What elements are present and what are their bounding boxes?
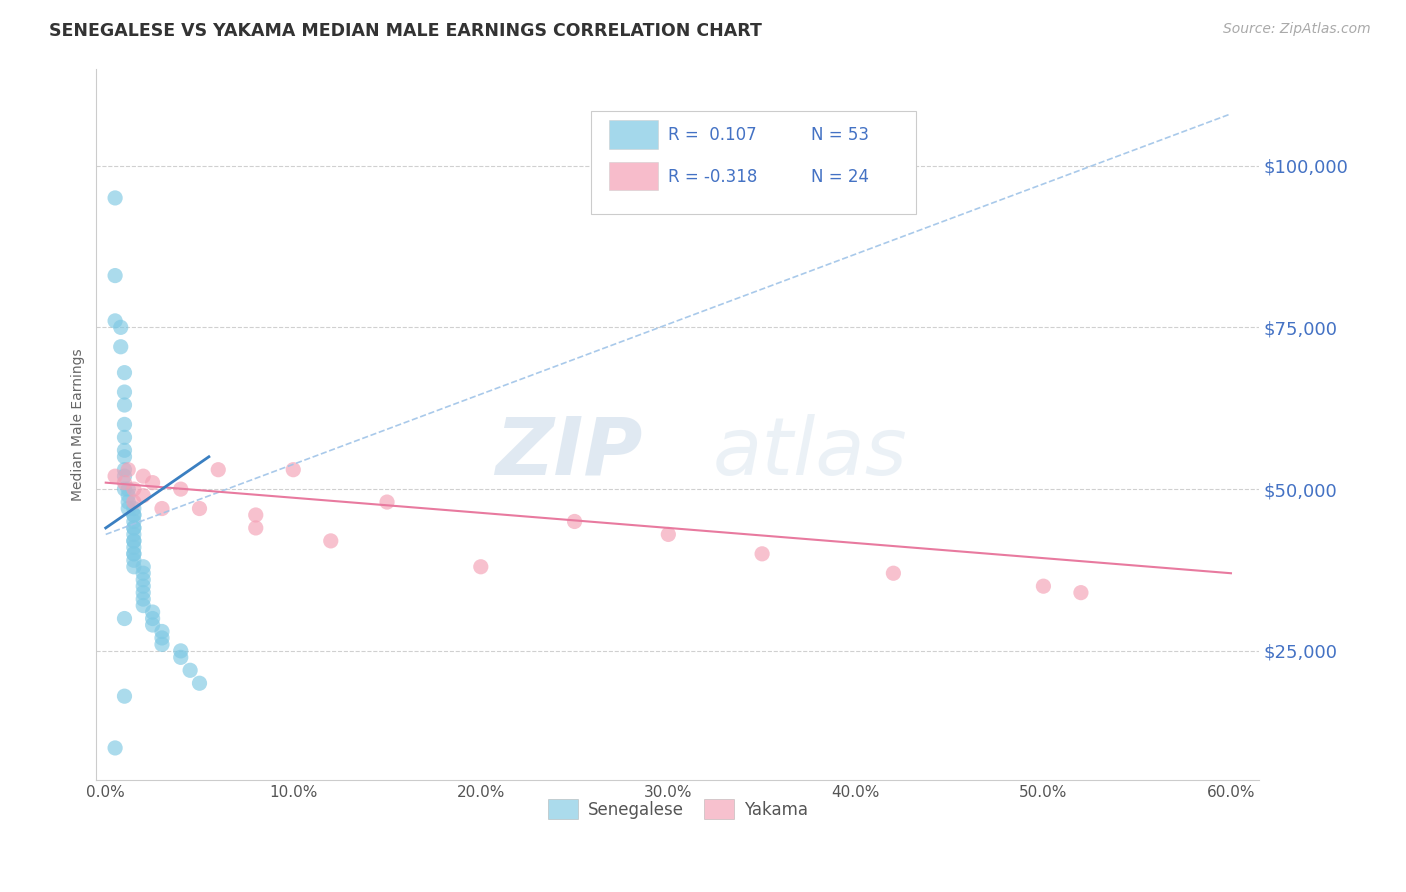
Y-axis label: Median Male Earnings: Median Male Earnings (72, 348, 86, 500)
Point (132, 559, 155, 574)
Point (122, 521, 145, 535)
Point (142, 611, 165, 625)
Point (142, 605, 165, 619)
Point (207, 463, 229, 477)
Point (188, 501, 211, 516)
Text: atlas: atlas (713, 414, 907, 491)
Point (104, 469, 127, 483)
Point (114, 611, 136, 625)
Text: SENEGALESE VS YAKAMA MEDIAN MALE EARNINGS CORRELATION CHART: SENEGALESE VS YAKAMA MEDIAN MALE EARNING… (49, 22, 762, 40)
Point (132, 469, 155, 483)
Point (114, 366, 136, 380)
Point (114, 450, 136, 464)
Point (122, 501, 145, 516)
Point (245, 508, 267, 522)
Point (132, 566, 155, 581)
Point (283, 463, 305, 477)
Point (114, 689, 136, 703)
Point (114, 469, 136, 483)
Point (117, 501, 139, 516)
Point (117, 489, 139, 503)
Point (179, 663, 201, 677)
Point (114, 385, 136, 400)
Point (122, 547, 145, 561)
Point (751, 547, 773, 561)
Point (132, 489, 155, 503)
Point (170, 650, 193, 665)
Text: N = 24: N = 24 (811, 168, 869, 186)
Point (142, 475, 165, 490)
Point (132, 592, 155, 607)
FancyBboxPatch shape (591, 112, 917, 214)
Point (150, 631, 173, 645)
Point (132, 579, 155, 593)
FancyBboxPatch shape (609, 120, 658, 149)
Point (114, 417, 136, 432)
Legend: Senegalese, Yakama: Senegalese, Yakama (541, 793, 814, 825)
Text: R =  0.107: R = 0.107 (668, 127, 756, 145)
Point (132, 585, 155, 599)
Point (882, 566, 904, 581)
Point (114, 443, 136, 458)
Point (150, 501, 173, 516)
Point (188, 676, 211, 690)
Point (122, 495, 145, 509)
Text: ZIP: ZIP (495, 414, 643, 491)
Point (319, 533, 342, 548)
Point (114, 463, 136, 477)
Point (122, 482, 145, 496)
Point (117, 482, 139, 496)
Point (110, 320, 132, 334)
Text: R = -0.318: R = -0.318 (668, 168, 758, 186)
Point (122, 553, 145, 567)
Point (114, 475, 136, 490)
Point (114, 430, 136, 444)
Point (245, 521, 267, 535)
Point (132, 599, 155, 613)
Point (564, 515, 586, 529)
Point (132, 573, 155, 587)
Point (1070, 585, 1092, 599)
Point (104, 191, 127, 205)
Text: Source: ZipAtlas.com: Source: ZipAtlas.com (1223, 22, 1371, 37)
Point (122, 547, 145, 561)
Point (104, 741, 127, 756)
Point (114, 398, 136, 412)
Point (117, 495, 139, 509)
Point (142, 618, 165, 632)
Point (122, 541, 145, 555)
Point (122, 508, 145, 522)
Point (170, 482, 193, 496)
Point (122, 515, 145, 529)
Point (657, 527, 679, 541)
Point (117, 463, 139, 477)
Point (104, 314, 127, 328)
Point (122, 533, 145, 548)
Point (122, 559, 145, 574)
Point (104, 268, 127, 283)
Point (150, 637, 173, 651)
Point (470, 559, 492, 574)
Point (122, 527, 145, 541)
Point (122, 521, 145, 535)
Point (1032, 579, 1054, 593)
Text: N = 53: N = 53 (811, 127, 869, 145)
Point (114, 482, 136, 496)
Point (110, 340, 132, 354)
Point (375, 495, 398, 509)
Point (170, 644, 193, 658)
Point (150, 624, 173, 639)
Point (122, 533, 145, 548)
FancyBboxPatch shape (609, 161, 658, 190)
Point (122, 508, 145, 522)
